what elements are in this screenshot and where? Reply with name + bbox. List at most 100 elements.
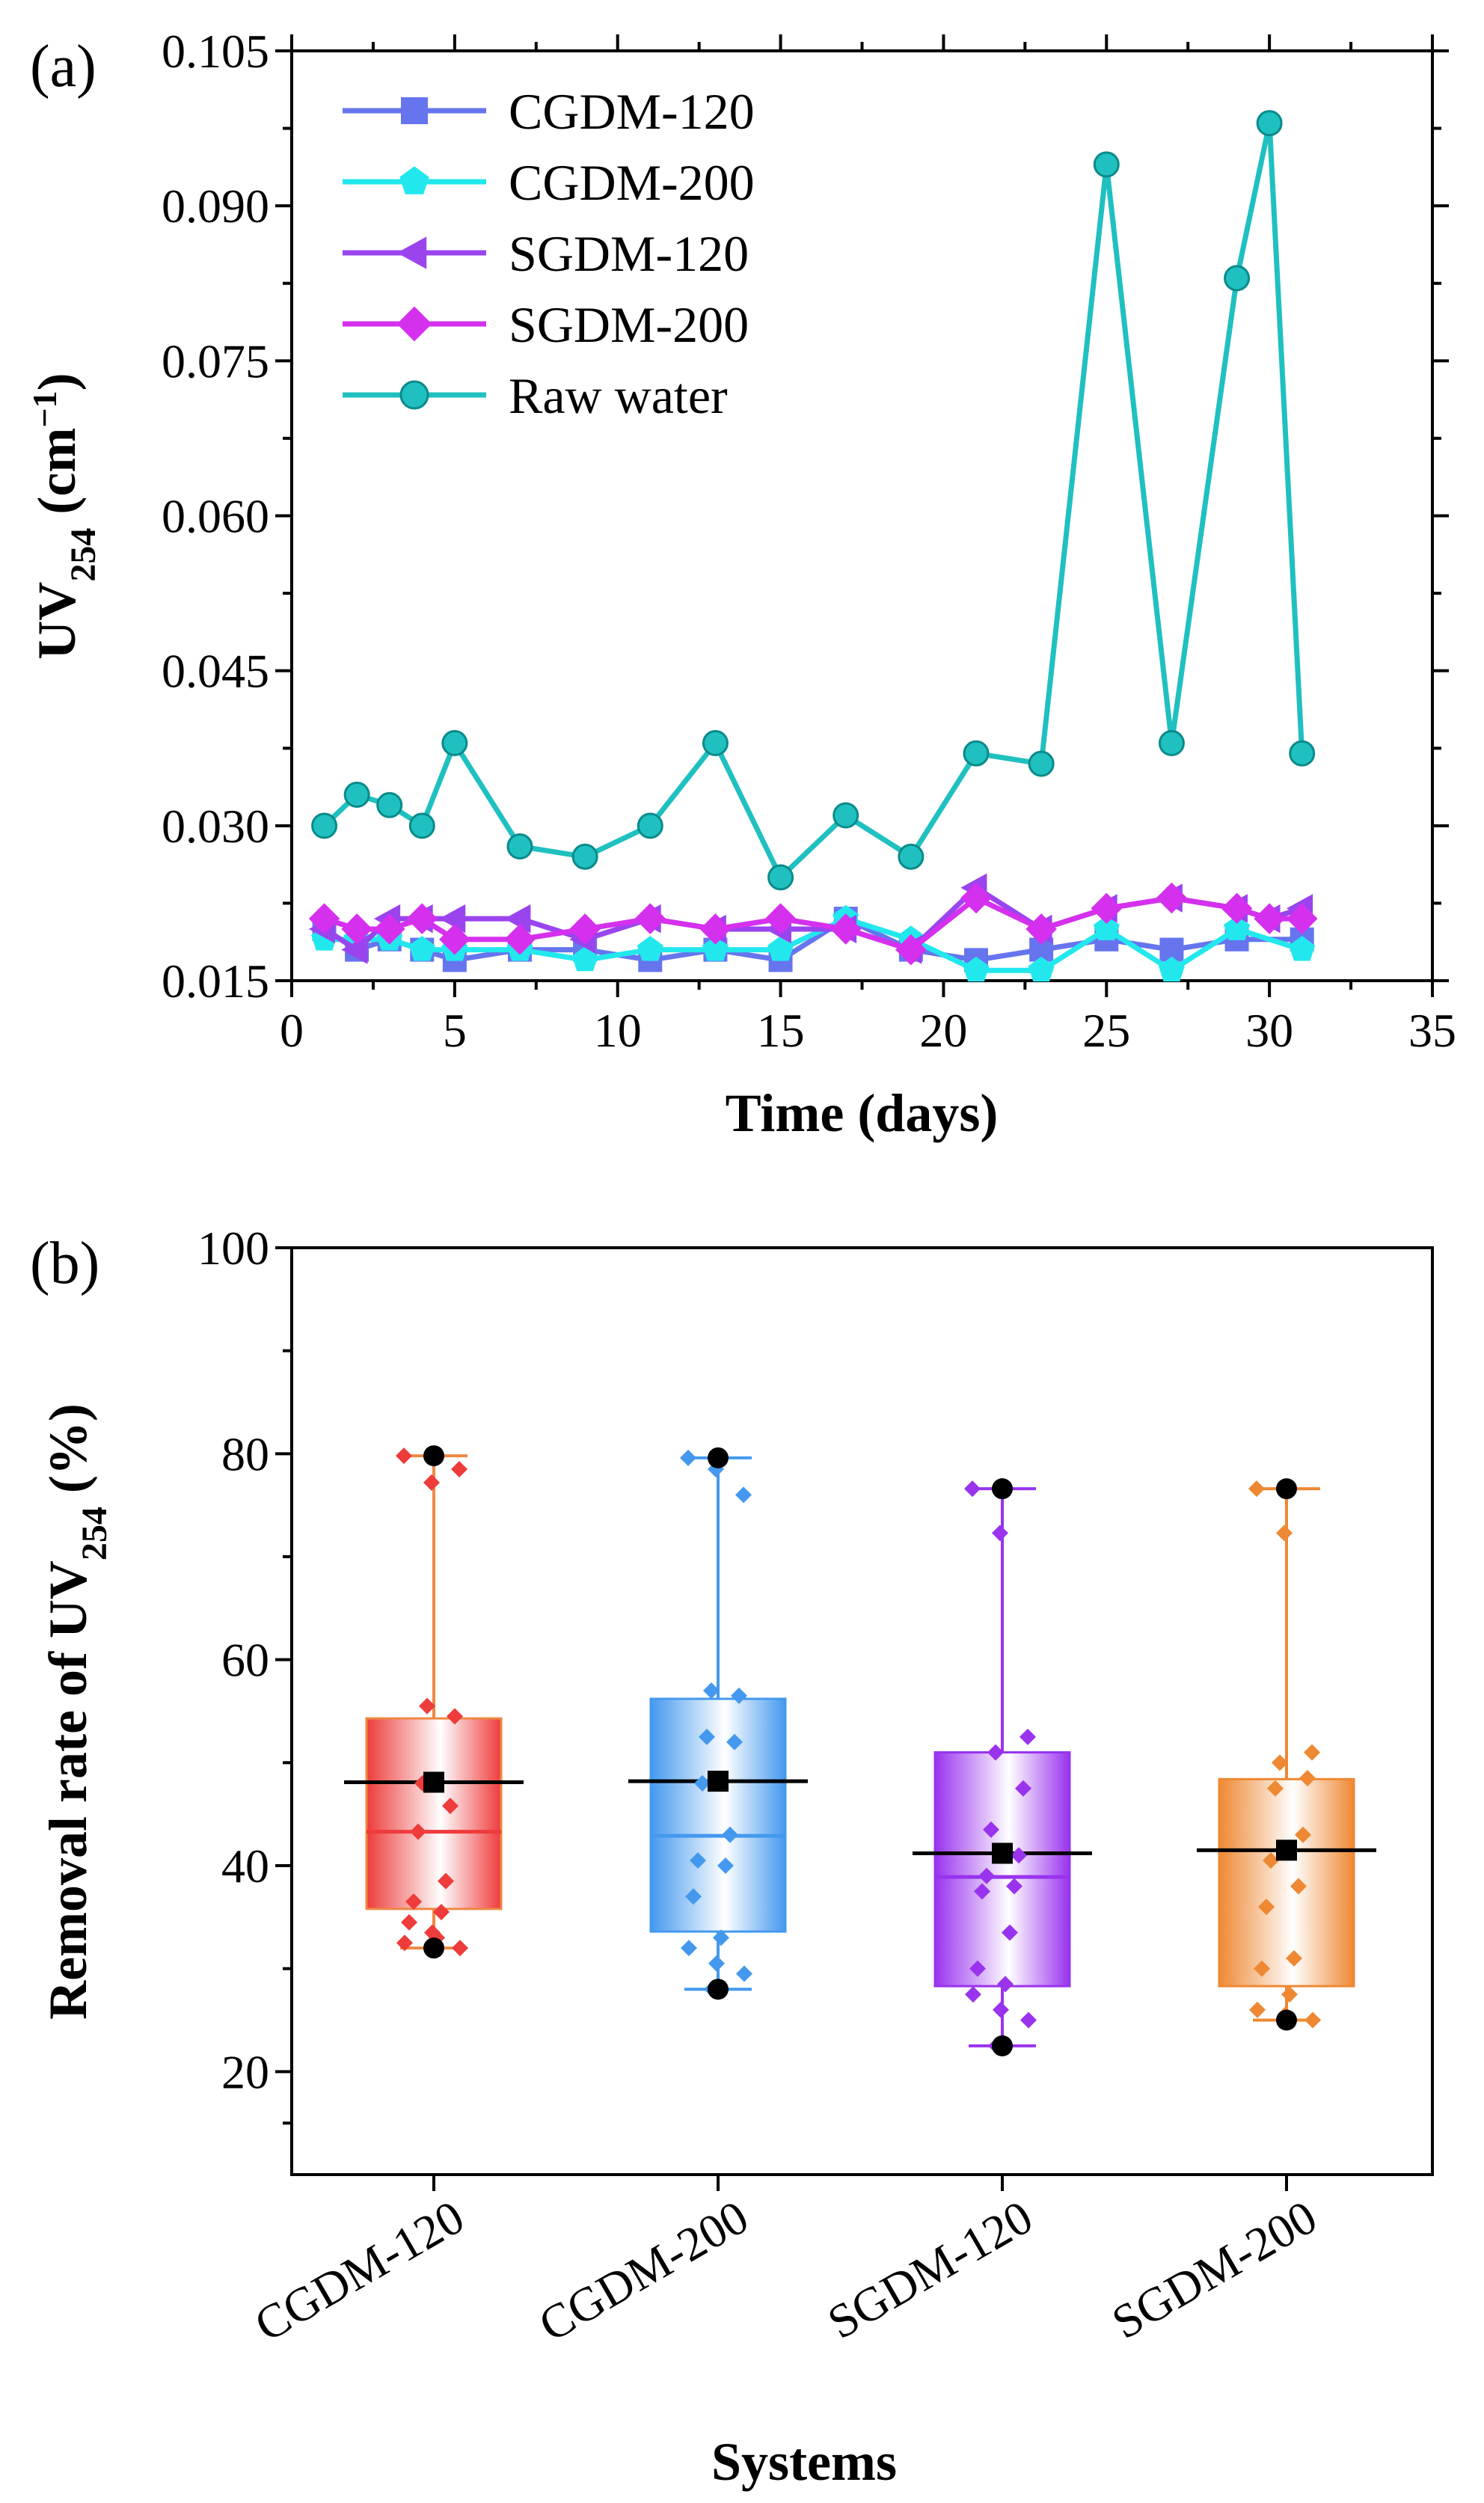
data-point-sgdm-200 (1299, 1769, 1316, 1786)
data-point-cgdm-200 (694, 1774, 711, 1792)
box-cgdm-120 (344, 1445, 524, 1959)
point-cgdm-200-day-9 (571, 946, 598, 972)
box-sgdm-200 (1197, 1478, 1376, 2031)
data-point-cgdm-120 (396, 1934, 413, 1952)
data-point-sgdm-120 (1011, 1847, 1027, 1864)
min-marker-sgdm-200 (1276, 2009, 1297, 2031)
box-cgdm-200 (628, 1447, 808, 2000)
data-point-sgdm-200 (1304, 1744, 1320, 1761)
x-tick-label-35: 35 (1408, 1004, 1456, 1057)
legend-item-cgdm-200: CGDM-200 (343, 154, 755, 211)
x-tick-label-30: 30 (1245, 1004, 1293, 1057)
data-point-sgdm-200 (1272, 1754, 1288, 1771)
min-marker-cgdm-120 (423, 1937, 444, 1959)
x-tick-label-0: 0 (280, 1004, 304, 1057)
legend-item-raw-water: Raw water (343, 367, 728, 424)
data-point-cgdm-200 (726, 1733, 743, 1750)
b-x-tick-label-cgdm-120: CGDM-120 (246, 2190, 473, 2352)
x-tick-label-20: 20 (919, 1004, 967, 1057)
data-point-sgdm-120 (993, 2001, 1009, 2018)
point-sgdm-200-day-13 (699, 913, 732, 945)
min-marker-cgdm-200 (708, 1979, 729, 2000)
data-point-cgdm-120 (433, 1903, 450, 1920)
box-body-sgdm-120 (933, 1751, 1071, 1988)
point-sgdm-200-day-29 (1221, 892, 1253, 925)
point-sgdm-200-day-5 (439, 923, 470, 955)
b-x-tick-label-sgdm-200: SGDM-200 (1103, 2190, 1325, 2350)
point-raw-water-day-7 (506, 833, 533, 860)
data-point-cgdm-120 (447, 1708, 463, 1725)
data-point-cgdm-200 (731, 1687, 747, 1704)
data-point-cgdm-120 (410, 1823, 426, 1840)
data-point-cgdm-200 (685, 1888, 702, 1905)
x-tick-label-10: 10 (594, 1004, 642, 1057)
panel-a-line-chart: (a) 0 5 10 15 20 25 30 35 0.015 0.030 0.045 0.060 0.… (25, 25, 1457, 1143)
point-sgdm-120-day-2 (341, 935, 368, 964)
point-sgdm-200-day-2 (341, 913, 372, 945)
box-body-sgdm-200 (1218, 1777, 1355, 1988)
mean-marker-sgdm-200 (1276, 1839, 1297, 1861)
y-tick-label-4: 0.075 (162, 334, 269, 387)
panel-a-legend: CGDM-120 CGDM-200 SGDM-120 SGDM-200 Raw wate… (343, 83, 755, 424)
data-point-cgdm-120 (401, 1914, 417, 1931)
legend-label-cgdm-120: CGDM-120 (509, 83, 755, 140)
panel-b-y-axis-title: Removal rate of UV254 (%) (38, 1403, 114, 2020)
data-point-sgdm-120 (1002, 1924, 1018, 1941)
data-point-cgdm-200 (681, 1940, 697, 1957)
min-marker-sgdm-120 (992, 2035, 1013, 2056)
data-point-cgdm-120 (424, 1924, 441, 1941)
y-tick-label-5: 0.090 (162, 180, 269, 233)
point-sgdm-120-day-5 (439, 904, 466, 934)
data-point-cgdm-120 (423, 1474, 440, 1491)
point-sgdm-200-day-3 (373, 913, 405, 945)
point-sgdm-200-day-11 (634, 903, 666, 934)
data-point-cgdm-200 (680, 1449, 696, 1466)
x-tick-label-15: 15 (757, 1004, 805, 1057)
point-raw-water-day-11 (637, 812, 663, 839)
point-raw-water-day-17 (833, 802, 859, 829)
legend-item-sgdm-120: SGDM-120 (343, 225, 749, 282)
point-cgdm-200-day-27 (1158, 956, 1185, 982)
box-sgdm-120 (913, 1478, 1092, 2056)
point-sgdm-200-day-4 (406, 903, 438, 934)
point-sgdm-200-day-30 (1254, 903, 1285, 934)
point-cgdm-200-day-11 (637, 936, 663, 961)
data-point-cgdm-200 (703, 1682, 720, 1699)
panel-b-boxes (344, 1445, 1376, 2056)
data-point-cgdm-120 (452, 1940, 468, 1957)
data-point-sgdm-200 (1263, 1852, 1279, 1869)
box-body-cgdm-200 (649, 1697, 787, 1933)
point-sgdm-200-day-23 (1025, 913, 1057, 945)
data-point-sgdm-200 (1281, 1986, 1298, 2003)
data-point-sgdm-200 (1267, 1780, 1284, 1797)
legend-label-sgdm-120: SGDM-120 (509, 225, 749, 282)
series-sgdm-200 (308, 882, 1318, 966)
point-cgdm-200-day-4 (408, 936, 435, 961)
point-sgdm-200-day-31 (1286, 903, 1318, 934)
data-point-sgdm-200 (1276, 1525, 1293, 1542)
point-raw-water-day-15 (767, 864, 794, 891)
series-raw-water (311, 110, 1316, 891)
data-point-sgdm-200 (1304, 2012, 1321, 2029)
point-raw-water-day-5 (441, 729, 468, 756)
data-point-sgdm-200 (1248, 1480, 1265, 1498)
point-raw-water-day-9 (571, 843, 598, 870)
legend-marker-raw-water (399, 380, 429, 410)
point-raw-water-day-21 (963, 740, 990, 767)
panel-a-axes: 0 5 10 15 20 25 30 35 0.015 0.030 0.045 0.060 0.075 0… (162, 25, 1456, 1057)
point-raw-water-day-23 (1028, 750, 1055, 777)
panel-a-plot-frame (290, 49, 1434, 982)
series-line-raw-water (322, 120, 1305, 880)
data-point-cgdm-120 (396, 1447, 412, 1465)
data-point-cgdm-200 (735, 1486, 752, 1504)
data-point-sgdm-200 (1290, 1878, 1307, 1895)
b-x-tick-label-sgdm-120: SGDM-120 (819, 2190, 1041, 2350)
legend-marker-cgdm-200 (399, 166, 429, 194)
data-point-cgdm-200 (736, 1965, 752, 1982)
panel-a-y-axis-title: UV254 (cm−1) (25, 373, 103, 659)
max-marker-cgdm-120 (423, 1445, 444, 1467)
data-point-cgdm-120 (405, 1893, 422, 1911)
y-tick-label-6: 0.105 (162, 25, 269, 78)
point-raw-water-day-1 (311, 812, 338, 839)
